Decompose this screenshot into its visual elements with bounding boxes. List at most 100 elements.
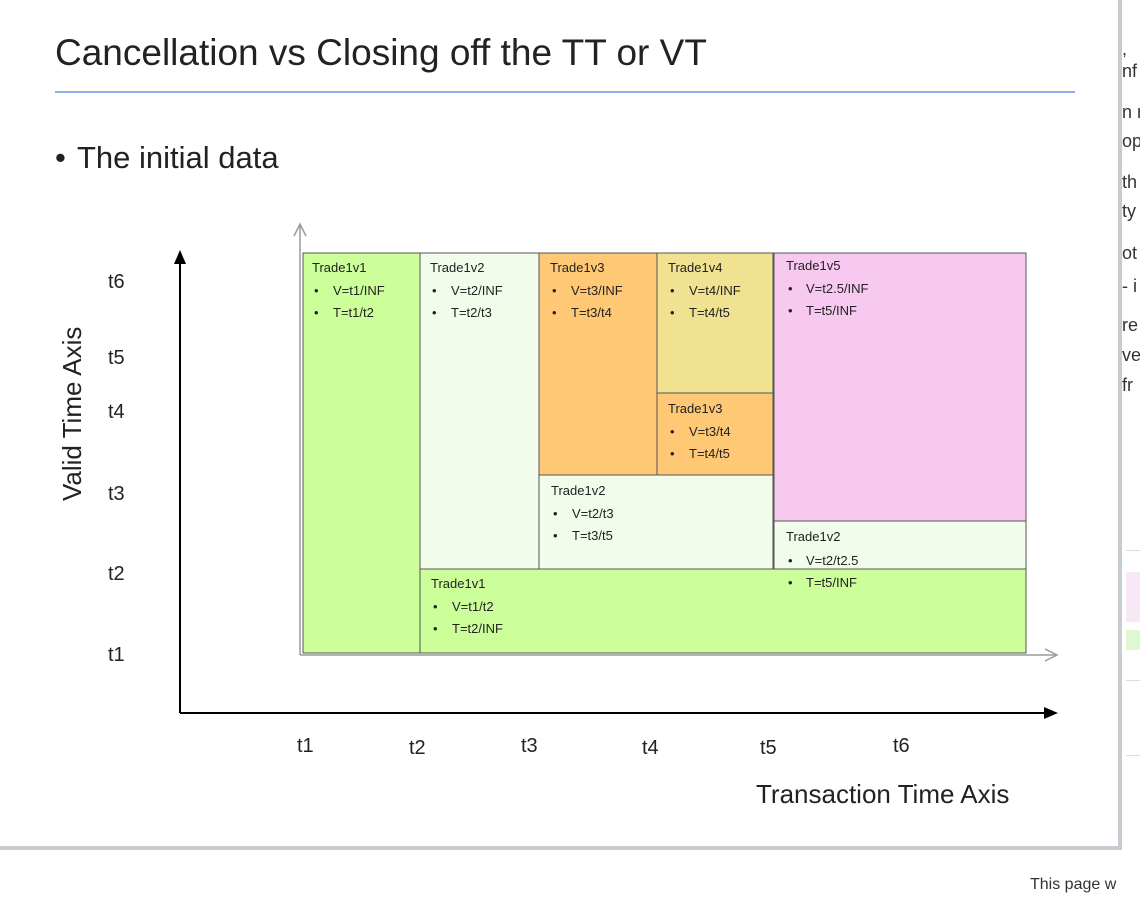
x-tick-label: t4 [642,737,659,759]
y-tick-label: t3 [108,483,125,505]
box-title: Trade1v2 [551,483,605,498]
box-bullet-dot: • [670,305,675,320]
side-thumbnail-green [1126,630,1140,650]
title-divider [55,91,1075,93]
box-line: T=t5/INF [806,575,857,590]
box-bullet-dot: • [788,303,793,318]
box-fill [538,474,774,570]
box-bullet-dot: • [552,305,557,320]
box-bullet-dot: • [552,283,557,298]
box-line: V=t1/INF [333,283,385,298]
box-trade1v2-right-labels: Trade1v2 • V=t2/t2.5 • T=t5/INF [786,529,858,590]
side-text-line: n r [1122,102,1140,122]
side-text-line: fr [1122,375,1133,395]
box-bullet-dot: • [670,424,675,439]
side-thumbnail-rule [1126,680,1140,681]
side-text-line: , [1122,39,1128,59]
side-text-line: th [1122,172,1138,192]
box-fill [302,252,421,654]
x-tick-label: t1 [297,735,314,757]
box-line: T=t5/INF [806,303,857,318]
x-tick-label: t3 [521,735,538,757]
box-bullet-dot: • [670,283,675,298]
box-trade1v4: Trade1v4 • V=t4/INF • T=t4/t5 [656,252,774,394]
box-line: T=t2/t3 [451,305,492,320]
box-title: Trade1v3 [668,401,722,416]
box-bullet-dot: • [314,283,319,298]
box-fill [656,392,774,476]
x-tick-label: t6 [893,735,910,757]
box-trade1v1-bottom: Trade1v1 • V=t1/t2 • T=t2/INF [419,568,1027,654]
y-tick-label: t2 [108,563,125,585]
box-line: V=t3/t4 [689,424,731,439]
inner-valid-time-arrowhead-icon [293,222,307,237]
bitemporal-diagram: Trade1v1 • V=t1/INF • T=t1/t2 Trade1v2 •… [57,222,1059,809]
box-line: T=t4/t5 [689,446,730,461]
box-fill [656,252,774,394]
valid-time-arrowhead-icon [174,250,186,264]
side-text-line: ve [1122,345,1140,365]
box-line: V=t2/t2.5 [806,553,858,568]
box-title: Trade1v1 [312,260,366,275]
box-bullet-dot: • [670,446,675,461]
box-line: V=t2/t3 [572,506,614,521]
box-trade1v3-closed: Trade1v3 • V=t3/t4 • T=t4/t5 [656,392,774,476]
box-line: V=t2.5/INF [806,281,869,296]
bullet-text: The initial data [77,140,279,175]
box-title: Trade1v1 [431,576,485,591]
slide-title: Cancellation vs Closing off the TT or VT [55,32,707,73]
side-thumbnail-rule [1126,550,1140,551]
box-title: Trade1v4 [668,260,722,275]
box-bullet-dot: • [433,621,438,636]
box-bullet-dot: • [788,553,793,568]
box-trade1v2-top: Trade1v2 • V=t2/INF • T=t2/t3 [419,252,540,570]
box-bullet-dot: • [314,305,319,320]
box-line: T=t2/INF [452,621,503,636]
side-text-line: ty [1122,201,1137,221]
box-trade1v3-top: Trade1v3 • V=t3/INF • T=t3/t4 [538,252,658,476]
box-bullet-dot: • [788,575,793,590]
inner-transaction-time-arrowhead-icon [1044,648,1059,662]
y-tick-label: t5 [108,347,125,369]
box-line: T=t1/t2 [333,305,374,320]
bullet-dot-icon: • [55,140,66,175]
box-fill [538,252,658,476]
box-line: V=t4/INF [689,283,741,298]
box-bullet-dot: • [788,281,793,296]
side-thumbnail [1126,550,1140,760]
slide: Cancellation vs Closing off the TT or VT… [0,0,1122,850]
transaction-time-arrowhead-icon [1044,707,1058,719]
y-tick-label: t4 [108,401,125,423]
box-trade1v5: Trade1v5 • V=t2.5/INF • T=t5/INF [773,252,1027,522]
box-title: Trade1v3 [550,260,604,275]
box-bullet-dot: • [432,283,437,298]
box-bullet-dot: • [433,599,438,614]
side-text-line: - i [1122,276,1137,296]
footer-note: This page w [1030,876,1117,893]
box-line: T=t4/t5 [689,305,730,320]
side-thumbnail-rule [1126,755,1140,756]
box-title: Trade1v2 [786,529,840,544]
box-line: T=t3/t5 [572,528,613,543]
box-line: T=t3/t4 [571,305,612,320]
box-fill [419,568,1027,654]
x-tick-label: t2 [409,737,426,759]
box-fill [419,252,540,570]
box-line: V=t2/INF [451,283,503,298]
box-bullet-dot: • [432,305,437,320]
box-trade1v2-mid: Trade1v2 • V=t2/t3 • T=t3/t5 [538,474,774,570]
box-line: V=t1/t2 [452,599,494,614]
side-text-line: op [1122,131,1140,151]
box-bullet-dot: • [553,528,558,543]
box-title: Trade1v5 [786,258,840,273]
side-text-line: re [1122,315,1139,335]
box-fill [773,252,1027,522]
side-thumbnail-pink [1126,572,1140,622]
x-axis-title: Transaction Time Axis [756,779,1009,809]
box-bullet-dot: • [553,506,558,521]
y-tick-label: t6 [108,271,125,293]
slide-bullet: • The initial data [55,140,279,176]
side-text-line: ot [1122,243,1138,263]
y-axis-title: Valid Time Axis [57,327,87,501]
box-title: Trade1v2 [430,260,484,275]
